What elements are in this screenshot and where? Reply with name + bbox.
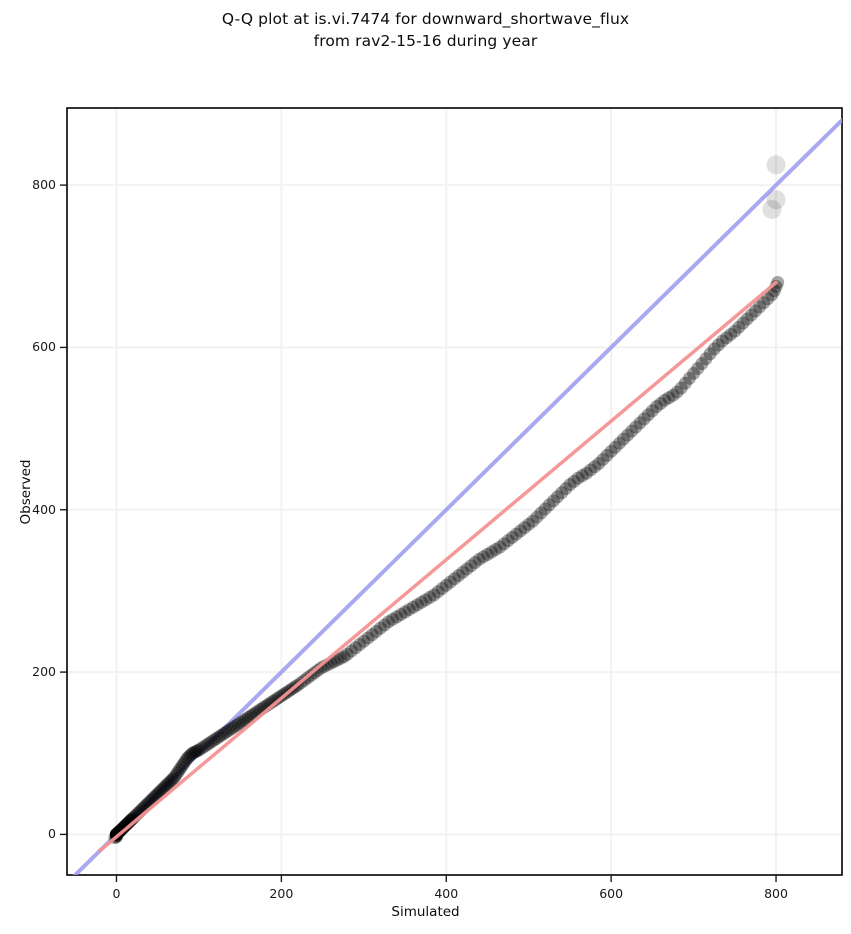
chart-title-line-1: Q-Q plot at is.vi.7474 for downward_shor… xyxy=(221,10,630,28)
axis-ticks xyxy=(60,184,777,882)
x-tick-label-400: 400 xyxy=(434,886,459,901)
x-tick-label-0: 0 xyxy=(112,886,121,901)
fit-reference-line xyxy=(98,280,778,853)
chart-title: Q-Q plot at is.vi.7474 for downward_shor… xyxy=(0,8,851,52)
y-tick-label-400: 400 xyxy=(32,501,56,517)
y-tick-label-800: 800 xyxy=(32,177,56,193)
x-axis-label: Simulated xyxy=(391,904,460,920)
identity-reference-line xyxy=(72,118,842,875)
y-tick-label-200: 200 xyxy=(32,664,56,680)
chart-title-line-2: from rav2-15-16 during year xyxy=(313,32,538,50)
gridlines xyxy=(67,108,842,875)
x-tick-label-600: 600 xyxy=(599,886,624,901)
plot-frame xyxy=(66,107,843,876)
x-tick-label-200: 200 xyxy=(269,886,294,901)
y-tick-label-600: 600 xyxy=(32,339,56,355)
x-tick-label-800: 800 xyxy=(764,886,788,901)
scatter-points xyxy=(108,155,786,845)
y-tick-label-0: 0 xyxy=(48,826,56,842)
